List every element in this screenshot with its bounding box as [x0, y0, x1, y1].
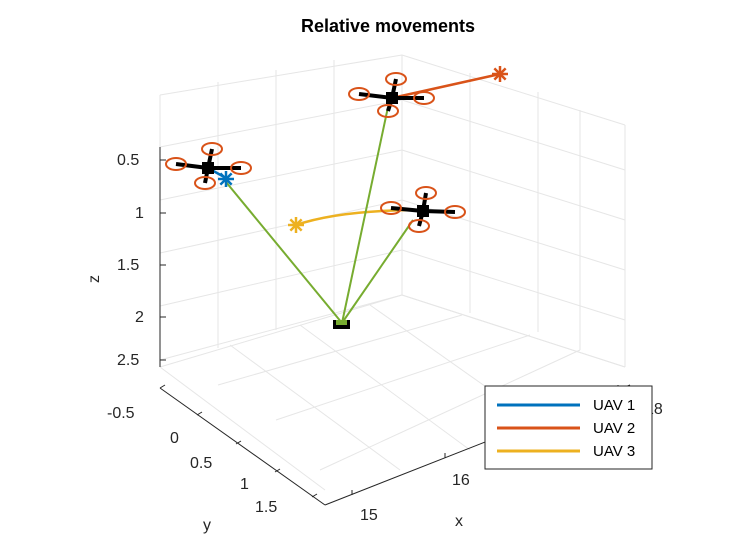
marker-stroke: [219, 172, 233, 186]
rotor-ring: [194, 176, 216, 190]
rotor-ring: [230, 161, 252, 175]
z-tick-labels: 0.5 1 1.5 2 2.5: [117, 152, 144, 369]
payload-marker: [333, 320, 350, 329]
x-axis-label: x: [455, 513, 463, 530]
grid-line: [319, 349, 581, 471]
series-line-uav3: [295, 208, 421, 227]
rotor-ring: [165, 157, 187, 171]
x-tick-label: 15: [360, 507, 378, 524]
grid-line: [159, 199, 403, 254]
rotor-ring: [201, 142, 223, 156]
z-tick-label: 1.5: [117, 257, 139, 274]
chart-title: Relative movements: [301, 16, 475, 36]
quadrotor-body: [202, 162, 214, 174]
tether-line: [341, 106, 389, 324]
quadrotor-uav3: [380, 186, 466, 233]
grid-line: [159, 294, 403, 361]
grid-line: [229, 344, 401, 471]
y-tick: [274, 468, 281, 473]
y-tick: [235, 440, 242, 445]
quadrotors: [165, 72, 466, 233]
grid-line: [401, 54, 626, 126]
y-axis-line: [159, 387, 326, 506]
z-axis-label: z: [86, 275, 103, 283]
y-tick-label: 0.5: [190, 455, 212, 472]
y-tick: [311, 493, 318, 498]
marker-stroke: [289, 218, 303, 232]
grid-line: [159, 249, 403, 307]
y-axis-label: y: [203, 517, 211, 534]
grid-line: [401, 149, 626, 221]
y-tick-label: -0.5: [107, 405, 135, 422]
y-tick-label: 1.5: [255, 499, 277, 516]
quadrotor-body: [417, 205, 429, 217]
y-tick-label: 1: [240, 476, 249, 493]
x-tick-label: 16: [452, 472, 470, 489]
grid-line: [159, 99, 403, 148]
position-marker-uav3: [288, 217, 304, 233]
grid-line: [401, 99, 626, 171]
legend-label-uav2: UAV 2: [593, 420, 635, 437]
grid-line: [159, 366, 326, 491]
axes-grid: [159, 54, 626, 491]
z-tick-label: 2.5: [117, 352, 139, 369]
quadrotor-uav2: [348, 72, 435, 118]
position-marker-uav1: [218, 171, 234, 187]
rotor-ring: [408, 219, 430, 233]
position-marker-uav2: [492, 66, 508, 82]
quadrotor-body: [386, 92, 398, 104]
rotor-ring: [413, 91, 435, 105]
y-tick: [196, 411, 203, 416]
grid-line: [275, 334, 531, 421]
series-lines: [207, 72, 501, 227]
z-tick-label: 2: [135, 309, 144, 326]
legend-label-uav1: UAV 1: [593, 397, 635, 414]
z-tick-label: 0.5: [117, 152, 139, 169]
z-tick-label: 1: [135, 205, 144, 222]
position-markers: [218, 66, 508, 233]
legend-label-uav3: UAV 3: [593, 443, 635, 460]
payload-top: [336, 320, 347, 325]
grid-line: [299, 324, 471, 451]
grid-line: [401, 294, 626, 368]
legend: UAV 1 UAV 2 UAV 3: [484, 385, 653, 470]
rotor-ring: [348, 87, 370, 101]
tether-line: [341, 219, 414, 324]
grid-line: [217, 314, 463, 386]
y-tick-labels: -0.5 0 0.5 1 1.5: [107, 405, 277, 516]
tether-lines: [225, 106, 414, 324]
rotor-ring: [415, 186, 437, 200]
y-tick-label: 0: [170, 430, 179, 447]
rotor-ring: [377, 104, 399, 118]
marker-stroke: [493, 67, 507, 81]
tether-line: [225, 181, 343, 324]
rotor-ring: [385, 72, 407, 86]
grid-line: [401, 249, 626, 321]
grid-line: [159, 149, 403, 201]
grid-line: [159, 294, 403, 368]
grid-line: [159, 54, 403, 96]
quadrotor-uav1: [165, 142, 252, 190]
rotor-ring: [444, 205, 466, 219]
rotor-ring: [380, 201, 402, 215]
y-tick: [159, 384, 166, 389]
series-line-uav2: [391, 72, 501, 100]
